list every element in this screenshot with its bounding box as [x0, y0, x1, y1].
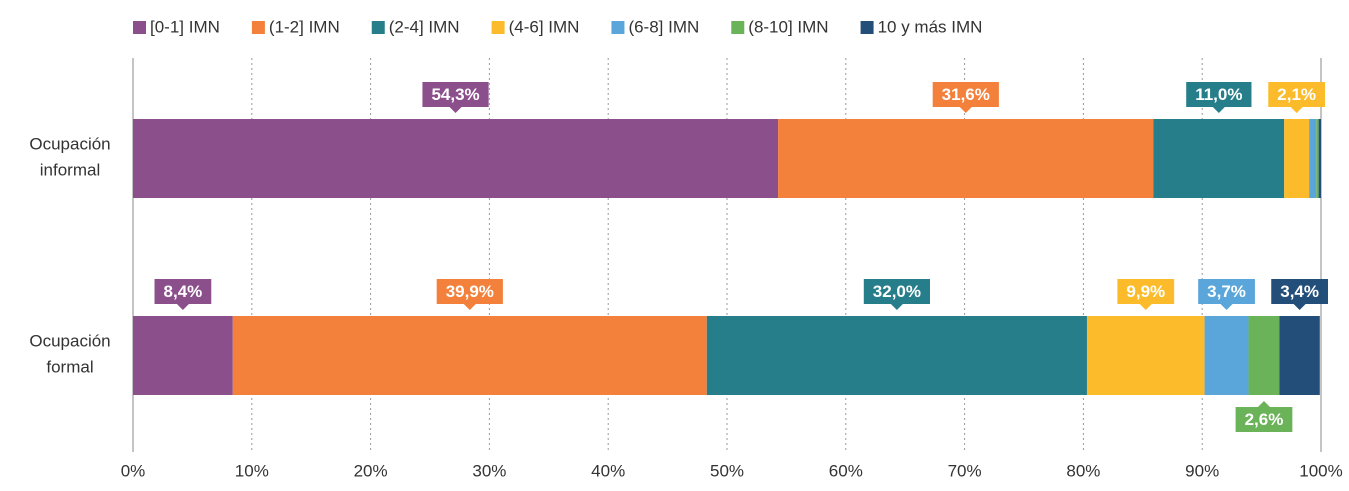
legend-label: 10 y más IMN: [878, 17, 983, 36]
bar-segment: [1204, 316, 1249, 395]
data-label-box: [932, 82, 999, 107]
data-label-pointer: [1290, 107, 1303, 113]
x-tick-label: 100%: [1299, 461, 1342, 480]
legend-swatch: [491, 21, 505, 34]
data-label-box: [863, 279, 930, 304]
legend-label: [0-1] IMN: [150, 17, 220, 36]
x-tick-label: 0%: [121, 461, 146, 480]
data-label-pointer: [176, 304, 189, 310]
legend-label: (4-6] IMN: [509, 17, 580, 36]
data-label-text: 2,1%: [1277, 85, 1316, 104]
data-label: 54,3%: [422, 82, 489, 113]
data-label-box: [1268, 82, 1326, 107]
data-label: 11,0%: [1186, 82, 1252, 113]
data-label-pointer: [959, 107, 972, 113]
bar-segment: [133, 316, 233, 395]
category-label: Ocupación formal: [29, 332, 110, 377]
legend-label: (8-10] IMN: [748, 17, 828, 36]
data-label-box: [1271, 279, 1328, 304]
data-label: 3,7%: [1198, 279, 1255, 310]
data-label-pointer: [1293, 304, 1306, 310]
legend-swatch: [133, 21, 146, 34]
data-label: 31,6%: [932, 82, 999, 113]
data-label-pointer: [1257, 401, 1270, 407]
data-label-text: 31,6%: [942, 85, 990, 104]
legend-label: (2-4] IMN: [389, 17, 460, 36]
bar-segment: [232, 316, 707, 395]
legend-label: (1-2] IMN: [269, 17, 340, 36]
bar-segment: [1248, 316, 1280, 395]
x-tick-label: 10%: [235, 461, 269, 480]
data-label-pointer: [463, 304, 476, 310]
data-label-pointer: [1220, 304, 1233, 310]
bar-segment: [1284, 119, 1310, 198]
data-label-text: 11,0%: [1195, 85, 1242, 104]
data-label-box: [1186, 82, 1252, 107]
data-label-text: 9,9%: [1126, 282, 1165, 301]
data-label: 8,4%: [154, 279, 212, 310]
bar-segment: [1086, 316, 1205, 395]
data-label: 39,9%: [436, 279, 503, 310]
x-tick-label: 40%: [591, 461, 625, 480]
bar-segment: [1309, 119, 1317, 198]
data-label: 32,0%: [863, 279, 930, 310]
data-label-box: [154, 279, 212, 304]
x-tick-label: 80%: [1066, 461, 1100, 480]
bar-segment: [1316, 119, 1319, 198]
x-tick-label: 30%: [472, 461, 506, 480]
data-label-box: [436, 279, 503, 304]
legend-swatch: [371, 21, 385, 34]
data-label: 9,9%: [1117, 279, 1175, 310]
bar-segment: [778, 119, 1154, 198]
x-tick-label: 90%: [1185, 461, 1219, 480]
data-label-text: 2,6%: [1245, 410, 1284, 429]
legend-swatch: [731, 21, 745, 34]
data-label-box: [422, 82, 489, 107]
data-label-pointer: [1139, 304, 1152, 310]
data-label-box: [1235, 407, 1293, 432]
data-label-text: 3,4%: [1280, 282, 1319, 301]
data-label-text: 32,0%: [873, 282, 921, 301]
data-label-text: 3,7%: [1207, 282, 1246, 301]
x-tick-label: 20%: [354, 461, 388, 480]
data-label-box: [1117, 279, 1175, 304]
data-label-text: 8,4%: [164, 282, 203, 301]
bar-segment: [133, 119, 779, 198]
bar-segment: [1153, 119, 1285, 198]
bar-segment: [1279, 316, 1320, 395]
x-tick-label: 70%: [948, 461, 982, 480]
data-label-pointer: [449, 107, 462, 113]
data-label-text: 39,9%: [446, 282, 494, 301]
legend-label: (6-8] IMN: [628, 17, 699, 36]
legend-swatch: [860, 21, 874, 34]
x-tick-label: 60%: [829, 461, 863, 480]
data-label-text: 54,3%: [431, 85, 479, 104]
bar-segment: [1318, 119, 1321, 198]
legend-swatch: [251, 21, 265, 34]
data-label: 2,6%: [1235, 401, 1293, 432]
data-label: 2,1%: [1268, 82, 1326, 113]
data-label-pointer: [1212, 107, 1225, 113]
category-label: Ocupación informal: [29, 135, 110, 180]
data-label-box: [1198, 279, 1255, 304]
legend-swatch: [611, 21, 625, 34]
data-label-pointer: [890, 304, 903, 310]
data-label: 3,4%: [1271, 279, 1328, 310]
bar-segment: [706, 316, 1087, 395]
x-tick-label: 50%: [710, 461, 744, 480]
